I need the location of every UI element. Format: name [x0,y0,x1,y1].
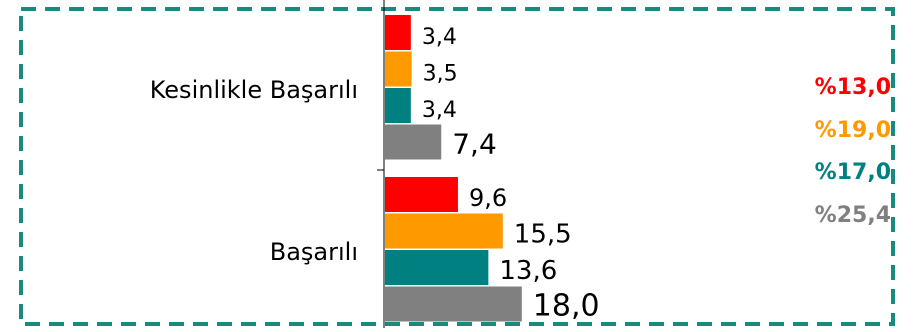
percent-summary: %13,0 %19,0 %17,0 %25,4 [815,75,891,228]
value-label-kesinlikle-basarili-teal: 3,4 [422,98,457,123]
bar-kesinlikle-basarili-orange [385,51,412,87]
value-label-basarili-gray: 18,0 [533,289,600,324]
value-labels-group: 3,4 3,5 3,4 7,4 9,615,5 13,618,0 [422,25,600,324]
bars-group [385,15,522,322]
bar-basarili-teal [385,250,489,285]
bar-kesinlikle-basarili-red [385,15,411,50]
percent-summary-orange: %19,0 [815,118,891,143]
percent-summary-red: %13,0 [815,75,891,100]
value-label-basarili-red: 9,6 [469,184,507,212]
bar-basarili-red [385,177,458,212]
value-label-kesinlikle-basarili-gray: 7,4 [452,128,497,161]
value-label-basarili-teal: 13,6 [499,256,557,286]
value-label-kesinlikle-basarili-red: 3,4 [422,25,457,50]
bar-basarili-orange [385,213,503,249]
bar-kesinlikle-basarili-teal [385,88,411,123]
category-label-kesinlikle-basarili: Kesinlikle Başarılı [150,76,358,104]
category-label-basarili: Başarılı [270,238,358,266]
value-label-basarili-orange: 15,5 [514,220,572,250]
bar-kesinlikle-basarili-gray [385,124,442,160]
value-label-kesinlikle-basarili-orange: 3,5 [423,62,458,87]
bar-basarili-gray [385,286,522,322]
percent-summary-gray: %25,4 [815,203,891,228]
percent-summary-teal: %17,0 [815,160,891,185]
dashed-border [19,7,895,326]
